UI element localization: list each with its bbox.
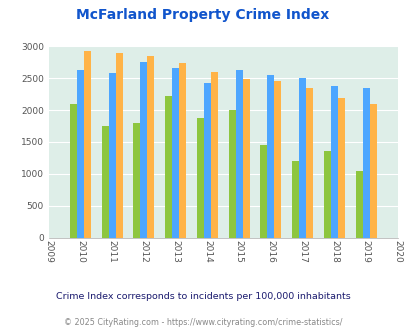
Bar [133,123,140,238]
Bar [235,70,242,238]
Text: Crime Index corresponds to incidents per 100,000 inhabitants: Crime Index corresponds to incidents per… [55,292,350,301]
Bar [228,110,235,238]
Bar [165,96,172,238]
Text: © 2025 CityRating.com - https://www.cityrating.com/crime-statistics/: © 2025 CityRating.com - https://www.city… [64,318,341,327]
Bar [362,88,369,238]
Bar [355,171,362,238]
Bar [337,98,344,238]
Bar [115,53,122,238]
Bar [84,51,91,238]
Bar [274,81,281,238]
Bar [140,62,147,238]
Bar [298,78,305,238]
Bar [242,80,249,238]
Bar [172,68,179,238]
Bar [305,88,312,238]
Bar [292,161,298,238]
Bar [330,86,337,238]
Bar [147,56,154,238]
Bar [70,104,77,238]
Bar [109,73,115,238]
Bar [102,126,109,238]
Text: McFarland Property Crime Index: McFarland Property Crime Index [76,8,329,22]
Bar [260,145,267,238]
Bar [267,75,274,238]
Bar [211,72,217,238]
Bar [196,118,203,238]
Bar [203,82,211,238]
Bar [323,151,330,238]
Bar [369,104,376,238]
Bar [77,70,84,238]
Bar [179,63,186,238]
